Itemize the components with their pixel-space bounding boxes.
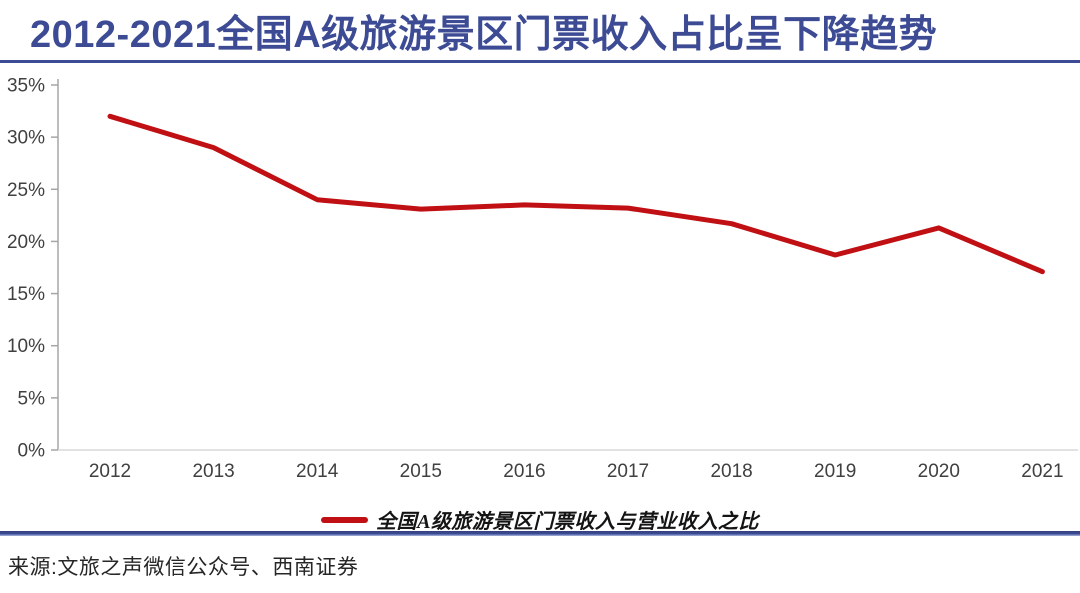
line-chart-plot-area: 0% 5% 10% 15% 20% 25% 30% 35% 2012 2013 2014 2015 20…	[7, 76, 1078, 482]
x-axis-tick-label: 2014	[296, 461, 339, 482]
footer-separator	[0, 531, 1080, 536]
x-axis-tick-label: 2018	[710, 461, 752, 482]
x-axis-tick-label: 2021	[1021, 461, 1063, 482]
legend-label: 全国A级旅游景区门票收入与营业收入之比	[376, 511, 759, 533]
y-axis-tick-label: 20%	[7, 232, 45, 253]
x-axis-tick-label: 2019	[814, 461, 856, 482]
x-axis-tick-label: 2020	[918, 461, 960, 482]
legend-line-marker	[321, 516, 369, 523]
x-axis-tick-label: 2016	[503, 461, 545, 482]
source-note: 来源:文旅之声微信公众号、西南证券	[8, 556, 359, 579]
y-axis-tick-label: 25%	[7, 180, 45, 201]
x-axis-tick-label: 2015	[400, 461, 442, 482]
y-axis-tick-label: 15%	[7, 284, 45, 305]
y-axis-tick-label: 10%	[7, 336, 45, 357]
y-axis-tick-label: 35%	[7, 76, 45, 97]
y-axis-tick-label: 30%	[7, 128, 45, 149]
title-underline	[0, 60, 1080, 63]
x-axis-tick-label: 2017	[607, 461, 649, 482]
series-line	[107, 113, 1045, 275]
y-axis-tick-label: 5%	[18, 388, 46, 409]
chart-legend: 全国A级旅游景区门票收入与营业收入之比	[0, 505, 1080, 534]
y-axis-tick-label: 0%	[18, 441, 46, 462]
chart-title: 2012-2021全国A级旅游景区门票收入占比呈下降趋势	[30, 14, 938, 56]
x-axis-tick-label: 2012	[89, 461, 131, 482]
x-axis-tick-label: 2013	[192, 461, 234, 482]
